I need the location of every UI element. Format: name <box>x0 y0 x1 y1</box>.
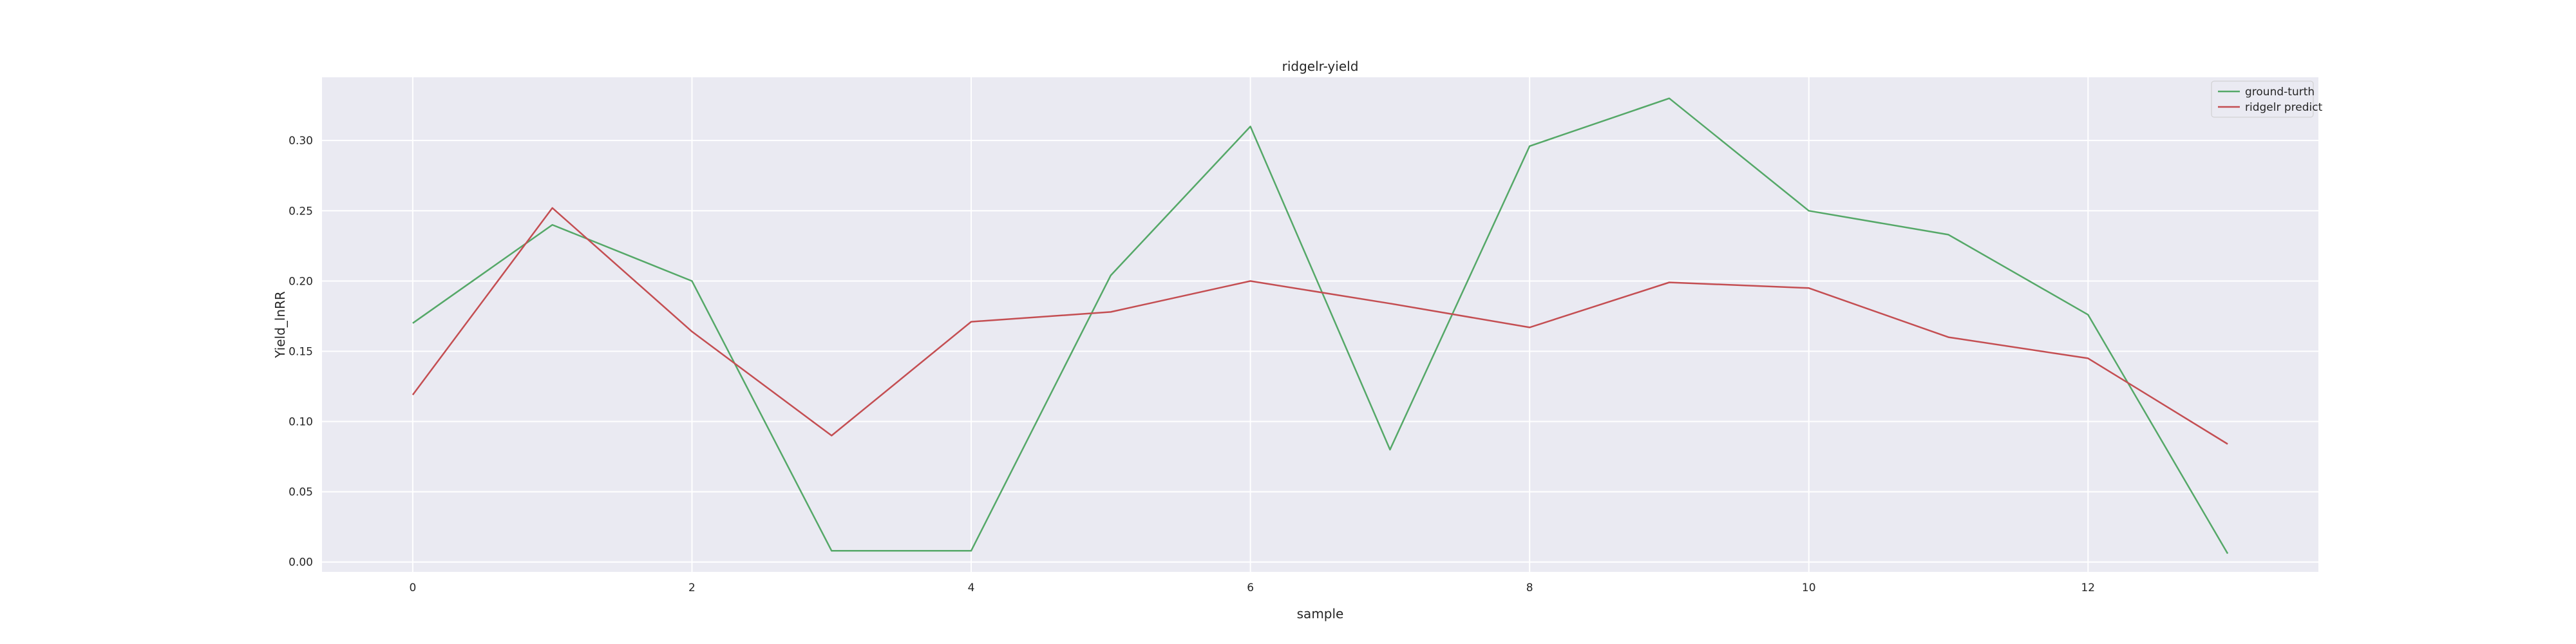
y-tick-label: 0.05 <box>289 486 313 499</box>
x-tick-label: 6 <box>1247 582 1254 594</box>
plot-background <box>322 77 2318 572</box>
series-line-1 <box>412 207 2228 445</box>
legend: ground-turth ridgelr predict <box>2211 80 2323 118</box>
grid <box>322 77 2318 572</box>
x-tick-label: 4 <box>968 582 975 594</box>
chart-title: ridgelr-yield <box>1282 59 1359 74</box>
legend-label: ground-turth <box>2245 86 2315 99</box>
legend-label: ridgelr predict <box>2245 101 2323 114</box>
x-tick-label: 12 <box>2081 582 2095 594</box>
y-tick-label: 0.10 <box>289 416 313 429</box>
x-axis-label: sample <box>1297 606 1344 621</box>
x-tick-label: 0 <box>409 582 416 594</box>
tick-labels: 0 2 4 6 8 10 12 0.00 0.05 0.10 0.15 0.20 0.25 0.30 <box>289 135 2095 594</box>
x-tick-label: 8 <box>1526 582 1533 594</box>
y-tick-label: 0.20 <box>289 275 313 288</box>
x-tick-label: 2 <box>688 582 696 594</box>
y-tick-label: 0.15 <box>289 345 313 358</box>
legend-box <box>2211 80 2314 118</box>
x-tick-label: 10 <box>1802 582 1816 594</box>
y-tick-label: 0.00 <box>289 556 313 569</box>
y-tick-label: 0.25 <box>289 205 313 218</box>
y-tick-label: 0.30 <box>289 135 313 147</box>
series-line-0 <box>412 97 2229 554</box>
y-axis-label: Yield_lnRR <box>272 291 288 359</box>
series-lines <box>412 97 2229 554</box>
